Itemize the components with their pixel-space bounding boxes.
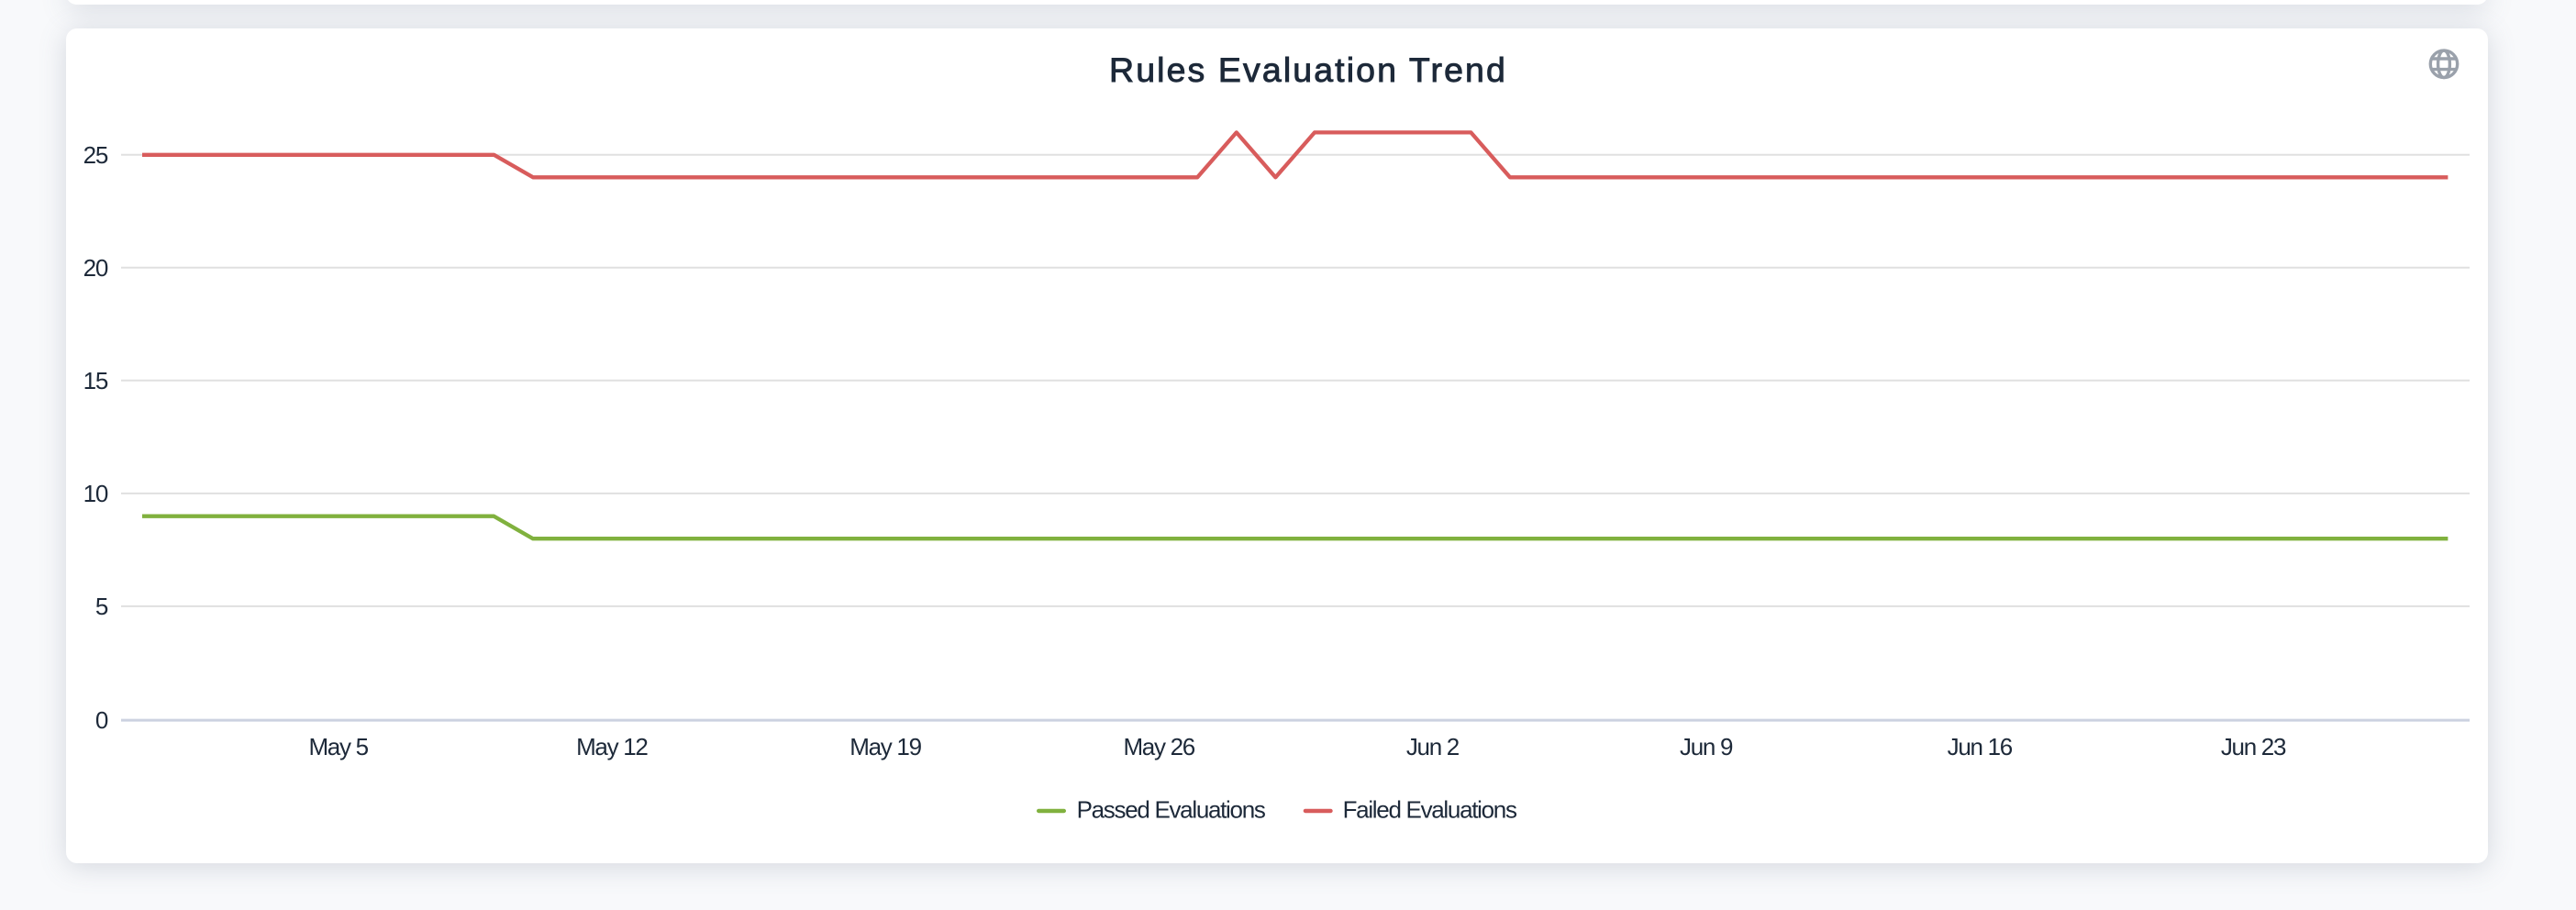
- svg-text:Jun 16: Jun 16: [1948, 733, 2013, 760]
- svg-text:Jun 2: Jun 2: [1406, 733, 1460, 760]
- svg-text:May 19: May 19: [849, 733, 921, 760]
- svg-text:Rules Evaluation Trend: Rules Evaluation Trend: [1109, 50, 1507, 89]
- svg-text:25: 25: [83, 141, 108, 169]
- svg-text:0: 0: [95, 706, 108, 734]
- svg-text:May 5: May 5: [308, 733, 368, 760]
- svg-text:10: 10: [83, 480, 108, 507]
- svg-text:Failed Evaluations: Failed Evaluations: [1343, 795, 1517, 823]
- svg-text:May 12: May 12: [576, 733, 648, 760]
- svg-text:Passed Evaluations: Passed Evaluations: [1077, 795, 1266, 823]
- svg-text:Jun 9: Jun 9: [1680, 733, 1733, 760]
- svg-text:May 26: May 26: [1123, 733, 1194, 760]
- svg-text:20: 20: [83, 254, 108, 282]
- svg-text:5: 5: [95, 593, 108, 620]
- svg-text:15: 15: [83, 367, 108, 394]
- svg-text:Jun 23: Jun 23: [2221, 733, 2286, 760]
